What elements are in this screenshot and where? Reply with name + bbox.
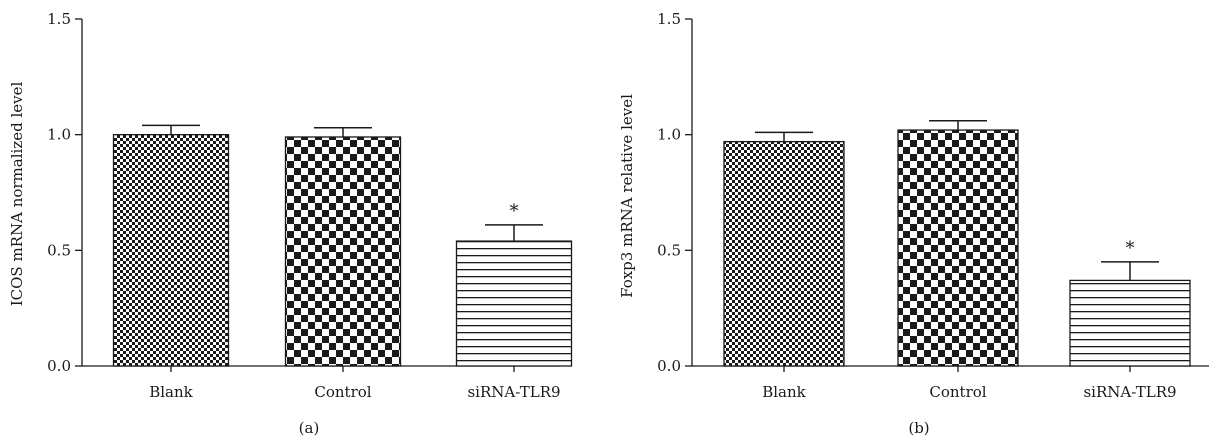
significance-marker-a: * — [510, 201, 519, 222]
bar-b — [897, 129, 1019, 367]
plot-area-b: 0.0 0.5 1.0 1.5 Blank Control siRNA-TLR9 * — [657, 10, 1209, 401]
y-axis-label-b: Foxp3 mRNA relative level — [618, 94, 636, 298]
plot-area-a: 0.0 0.5 1.0 1.5 Blank Control siRNA-TLR9 * — [47, 10, 573, 401]
bar-b — [723, 140, 845, 367]
y-tick-label-a: 0.0 — [47, 357, 71, 375]
bar-a — [112, 134, 230, 367]
significance-marker-b: * — [1126, 238, 1135, 259]
x-tick-label-b: Control — [929, 383, 986, 401]
bar-a — [455, 240, 573, 367]
y-tick-label-a: 1.5 — [47, 10, 71, 28]
chart-panel-a: ICOS mRNA normalized level 0.0 0.5 1.0 1.5 B… — [8, 10, 573, 437]
panel-label-a: (a) — [299, 419, 320, 437]
panel-label-b: (b) — [908, 419, 929, 437]
chart-panel-b: Foxp3 mRNA relative level 0.0 0.5 1.0 1.5 Bl… — [618, 10, 1209, 437]
x-tick-label-a: Control — [314, 383, 371, 401]
x-tick-label-a: siRNA-TLR9 — [467, 383, 560, 401]
y-tick-label-b: 0.5 — [657, 241, 681, 259]
y-tick-label-a: 1.0 — [47, 126, 71, 144]
y-tick-label-b: 1.5 — [657, 10, 681, 28]
x-tick-label-b: Blank — [762, 383, 806, 401]
y-axis-label-a: ICOS mRNA normalized level — [8, 82, 26, 307]
y-tick-label-b: 1.0 — [657, 126, 681, 144]
y-tick-label-a: 0.5 — [47, 241, 71, 259]
bar-b — [1069, 279, 1191, 367]
x-tick-label-a: Blank — [149, 383, 193, 401]
x-tick-label-b: siRNA-TLR9 — [1083, 383, 1176, 401]
y-tick-label-b: 0.0 — [657, 357, 681, 375]
bar-a — [284, 136, 402, 367]
